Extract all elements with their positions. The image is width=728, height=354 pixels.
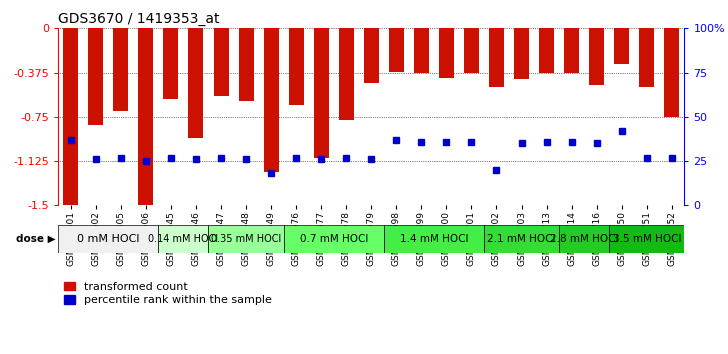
Bar: [389, 28, 404, 72]
FancyBboxPatch shape: [284, 225, 384, 253]
Bar: [63, 28, 79, 205]
Bar: [489, 28, 504, 87]
Bar: [464, 28, 479, 73]
Bar: [664, 28, 679, 117]
Bar: [114, 28, 128, 111]
Bar: [163, 28, 178, 99]
Legend: transformed count, percentile rank within the sample: transformed count, percentile rank withi…: [64, 282, 272, 305]
Bar: [264, 28, 279, 172]
Bar: [213, 28, 229, 96]
Bar: [514, 28, 529, 79]
Text: 0.35 mM HOCl: 0.35 mM HOCl: [211, 234, 281, 244]
Bar: [414, 28, 429, 73]
FancyBboxPatch shape: [159, 225, 208, 253]
Bar: [589, 28, 604, 85]
Bar: [564, 28, 579, 73]
Text: 0.14 mM HOCl: 0.14 mM HOCl: [149, 234, 218, 244]
FancyBboxPatch shape: [609, 225, 684, 253]
Bar: [639, 28, 654, 87]
Bar: [339, 28, 354, 120]
FancyBboxPatch shape: [58, 225, 159, 253]
Text: dose ▶: dose ▶: [16, 234, 55, 244]
Bar: [364, 28, 379, 82]
FancyBboxPatch shape: [559, 225, 609, 253]
Bar: [539, 28, 554, 73]
Bar: [439, 28, 454, 78]
Bar: [614, 28, 629, 64]
Text: 2.1 mM HOCl: 2.1 mM HOCl: [487, 234, 555, 244]
Text: 0.7 mM HOCl: 0.7 mM HOCl: [299, 234, 368, 244]
Bar: [189, 28, 204, 138]
Text: 3.5 mM HOCl: 3.5 mM HOCl: [612, 234, 681, 244]
Bar: [138, 28, 154, 205]
FancyBboxPatch shape: [384, 225, 484, 253]
Bar: [314, 28, 329, 158]
FancyBboxPatch shape: [208, 225, 284, 253]
Bar: [239, 28, 253, 102]
Bar: [88, 28, 103, 125]
Text: 2.8 mM HOCl: 2.8 mM HOCl: [550, 234, 618, 244]
FancyBboxPatch shape: [484, 225, 559, 253]
Text: GDS3670 / 1419353_at: GDS3670 / 1419353_at: [58, 12, 220, 26]
Text: 0 mM HOCl: 0 mM HOCl: [77, 234, 140, 244]
Text: 1.4 mM HOCl: 1.4 mM HOCl: [400, 234, 468, 244]
Bar: [288, 28, 304, 105]
